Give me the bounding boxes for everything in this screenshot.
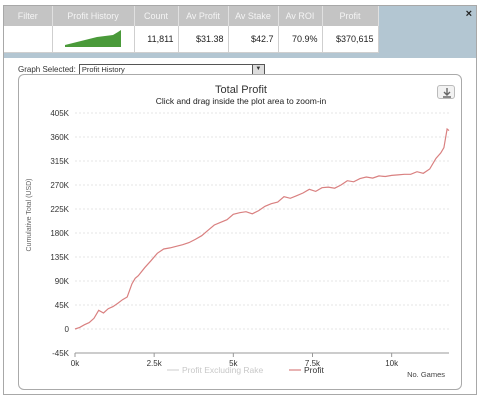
x-axis-label: No. Games bbox=[407, 370, 445, 379]
graph-select-label: Graph Selected: bbox=[18, 64, 76, 74]
summary-header-row: Filter Profit History Count Av Profit Av… bbox=[4, 6, 379, 26]
value-filter bbox=[4, 26, 53, 53]
chart-container: Total Profit Click and drag inside the p… bbox=[18, 74, 462, 390]
graph-select-value: Profit History bbox=[81, 64, 125, 74]
value-count: 11,811 bbox=[134, 26, 179, 53]
graph-select-dropdown[interactable]: Profit History ▼ bbox=[78, 63, 265, 75]
legend-item[interactable]: Profit bbox=[304, 365, 324, 375]
x-tick-label: 2.5k bbox=[147, 359, 163, 368]
series-layer bbox=[74, 127, 450, 330]
summary-table: Filter Profit History Count Av Profit Av… bbox=[4, 6, 476, 58]
chart-title: Total Profit bbox=[215, 84, 267, 96]
x-tick-label: 7.5k bbox=[305, 359, 321, 368]
profit-sparkline bbox=[52, 26, 135, 53]
value-av-profit: $31.38 bbox=[178, 26, 229, 53]
y-tick-label: 225K bbox=[50, 205, 69, 214]
summary-value-row: 11,811 $31.38 $42.7 70.9% $370,615 bbox=[4, 26, 379, 53]
y-tick-label: 0 bbox=[65, 325, 70, 334]
export-button[interactable] bbox=[437, 85, 455, 99]
value-av-stake: $42.7 bbox=[228, 26, 279, 53]
chart-subtitle: Click and drag inside the plot area to z… bbox=[156, 96, 327, 106]
y-axis-label: Cumulative Total (USD) bbox=[26, 178, 33, 251]
summary-grid: Filter Profit History Count Av Profit Av… bbox=[4, 6, 379, 53]
profit-history-panel: Filter Profit History Count Av Profit Av… bbox=[3, 5, 477, 395]
header-count[interactable]: Count bbox=[134, 6, 179, 26]
header-av-profit[interactable]: Av Profit bbox=[178, 6, 229, 26]
download-icon bbox=[443, 88, 451, 98]
y-tick-label: 45K bbox=[55, 301, 70, 310]
header-av-stake[interactable]: Av Stake bbox=[228, 6, 279, 26]
header-av-roi[interactable]: Av ROI bbox=[278, 6, 323, 26]
grid-layer bbox=[75, 112, 449, 354]
axis-layer: -45K 0 45K 90K 135K 180K 225K 270K 315K 360K 405K 0… bbox=[50, 109, 449, 368]
y-tick-label: 360K bbox=[50, 133, 69, 142]
legend-item[interactable]: Profit Excluding Rake bbox=[182, 365, 264, 375]
x-tick-label: 0k bbox=[71, 359, 80, 368]
value-av-roi: 70.9% bbox=[278, 26, 323, 53]
y-tick-label: -45K bbox=[52, 349, 70, 358]
x-tick-label: 5k bbox=[229, 359, 238, 368]
series-line-profit bbox=[74, 127, 450, 330]
header-profit-history[interactable]: Profit History bbox=[52, 6, 135, 26]
close-icon[interactable]: × bbox=[465, 8, 472, 20]
header-filter[interactable]: Filter bbox=[4, 6, 53, 26]
header-profit[interactable]: Profit bbox=[322, 6, 379, 26]
y-tick-label: 180K bbox=[50, 229, 69, 238]
y-tick-label: 135K bbox=[50, 253, 69, 262]
value-profit: $370,615 bbox=[322, 26, 379, 53]
y-tick-label: 315K bbox=[50, 157, 69, 166]
y-tick-label: 405K bbox=[50, 109, 69, 118]
profit-chart[interactable]: Total Profit Click and drag inside the p… bbox=[19, 75, 463, 391]
y-tick-label: 270K bbox=[50, 181, 69, 190]
chevron-down-icon[interactable]: ▼ bbox=[251, 64, 264, 74]
y-tick-label: 90K bbox=[55, 277, 70, 286]
x-tick-label: 10k bbox=[385, 359, 399, 368]
legend: Profit Excluding Rake Profit bbox=[167, 365, 324, 375]
